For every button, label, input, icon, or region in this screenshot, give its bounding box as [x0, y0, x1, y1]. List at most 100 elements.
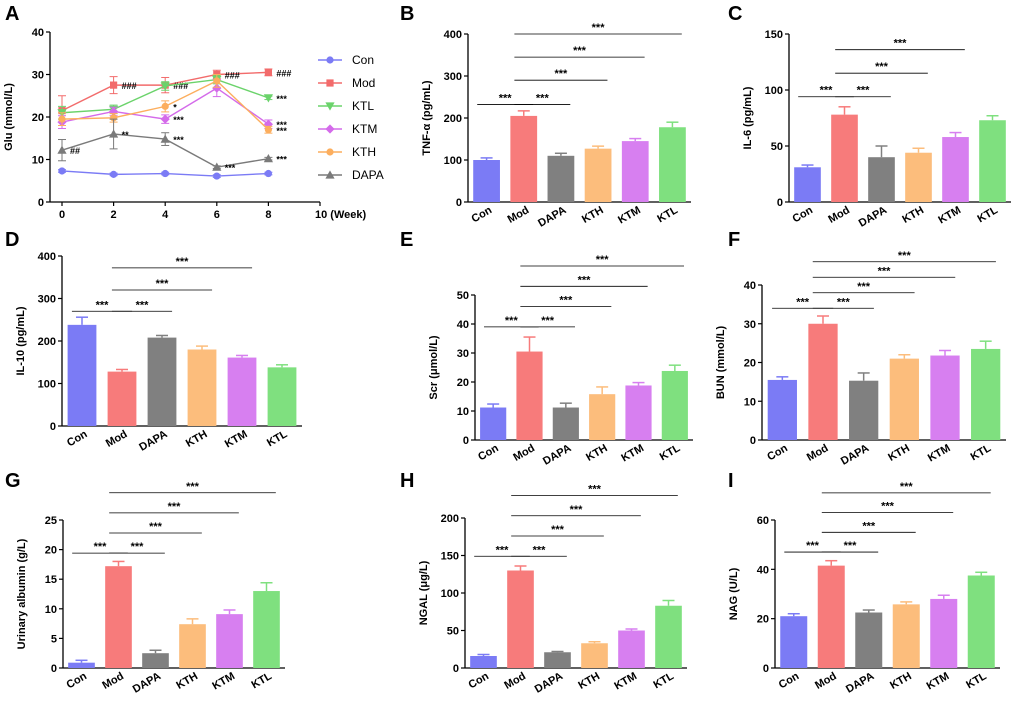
bar-dapa: [855, 612, 883, 668]
point-con: [58, 167, 66, 175]
y-tick-label: 30: [744, 319, 756, 331]
significance-label: ***: [820, 85, 834, 97]
category-label: KTM: [612, 670, 639, 692]
panel-c: C 0 50 100 150 IL-6 (pg/mL) Con Mod DAPA KTH KTM KT…: [728, 3, 1011, 230]
bar-con: [67, 324, 97, 426]
bar-kth: [187, 349, 217, 426]
category-label: KTL: [249, 670, 274, 691]
significance-label: ***: [862, 520, 876, 532]
bar-con: [68, 662, 95, 668]
bar-ktl: [267, 367, 297, 426]
category-label: KTH: [184, 428, 210, 450]
significance-label: ***: [536, 93, 550, 105]
panel-i: I 0 20 40 60 NAG (U/L) Con Mod DAPA KTH KTM KTL *** *…: [728, 470, 1000, 696]
y-tick-label: 400: [38, 251, 56, 263]
significance-label: ***: [276, 120, 287, 130]
y-tick-label: 0: [763, 663, 769, 675]
y-tick-label: 0: [50, 421, 56, 433]
significance-label: ***: [276, 126, 287, 136]
significance-label: ***: [499, 93, 513, 105]
y-tick-label: 40: [457, 319, 469, 331]
y-axis-label: Scr (μmol/L): [428, 335, 440, 400]
bar-kth: [905, 152, 932, 202]
category-label: KTL: [658, 442, 683, 463]
y-tick-label: 50: [457, 290, 469, 302]
y-tick-label: 150: [765, 29, 783, 41]
panel-label: F: [728, 229, 740, 251]
y-tick-label: 30: [457, 348, 469, 360]
y-axis-label: IL-10 (pg/mL): [15, 306, 27, 375]
category-label: DAPA: [131, 670, 163, 696]
category-label: Mod: [506, 204, 532, 226]
significance-label: ***: [844, 540, 858, 552]
significance-label: ***: [276, 94, 287, 104]
category-label: KTL: [651, 670, 676, 691]
significance-label: ***: [173, 115, 184, 125]
y-axis-label: Glu (mmol/L): [3, 83, 15, 151]
category-label: DAPA: [844, 670, 876, 696]
bar-mod: [510, 115, 538, 202]
legend-marker-dapa: [325, 170, 335, 179]
y-axis-label: TNF-α (pg/mL): [421, 80, 433, 156]
category-label: Mod: [511, 442, 537, 464]
y-axis-label: BUN (mmol/L): [715, 326, 727, 400]
bar-ktl: [253, 591, 280, 668]
point-con: [110, 170, 118, 178]
panel-label: H: [400, 470, 414, 492]
bar-kth: [589, 394, 616, 440]
bar-ktm: [942, 137, 969, 202]
bar-con: [480, 407, 507, 440]
panel-f: F 0 10 20 30 40 BUN (mmol/L) Con Mod DAPA KTH KTM KT…: [715, 229, 1006, 468]
y-tick-label: 40: [757, 564, 769, 576]
bar-ktl: [967, 575, 995, 668]
significance-label: ***: [588, 484, 602, 496]
bar-dapa: [547, 155, 575, 202]
bar-ktl: [979, 120, 1006, 202]
bar-ktl: [659, 127, 686, 202]
category-label: Mod: [502, 670, 528, 692]
bar-ktm: [618, 630, 645, 668]
panel-g: G 0 5 10 15 20 25 Urinary albumin (g/L) Con Mod DA…: [5, 470, 285, 696]
point-kth: [213, 77, 221, 85]
bar-mod: [507, 570, 534, 668]
category-label: KTH: [580, 204, 606, 226]
point-dapa: [109, 129, 119, 138]
significance-label: ***: [173, 135, 184, 145]
y-tick-label: 200: [444, 113, 462, 125]
significance-label: ***: [881, 501, 895, 513]
bar-dapa: [552, 407, 579, 440]
legend-marker-mod: [326, 79, 334, 87]
bar-con: [780, 616, 808, 668]
point-dapa: [160, 134, 170, 143]
significance-label: ***: [806, 540, 820, 552]
point-con: [213, 172, 221, 180]
significance-label: ***: [578, 274, 592, 286]
y-tick-label: 20: [45, 545, 57, 557]
category-label: Mod: [100, 670, 126, 692]
legend-marker-ktm: [325, 124, 335, 134]
bar-ktm: [930, 355, 960, 440]
panel-b: B 0 100 200 300 400 TNF-α (pg/mL) Con Mod DAPA KTH…: [400, 3, 691, 230]
significance-label: ***: [149, 521, 163, 533]
y-tick-label: 0: [463, 435, 469, 447]
bar-con: [794, 167, 821, 202]
bar-mod: [107, 371, 137, 426]
legend-label: Con: [352, 53, 374, 67]
category-label: DAPA: [533, 670, 565, 696]
panel-label: A: [5, 3, 19, 25]
category-label: Con: [466, 670, 491, 691]
point-kth: [110, 114, 118, 122]
x-tick-label: 2: [111, 209, 117, 221]
category-label: Con: [470, 204, 495, 225]
category-label: KTL: [265, 428, 290, 449]
category-label: KTM: [619, 442, 646, 464]
significance-label: **: [122, 130, 130, 140]
category-label: DAPA: [541, 442, 573, 468]
bar-con: [473, 160, 500, 202]
legend-label: KTM: [352, 122, 377, 136]
legend-label: KTH: [352, 145, 376, 159]
significance-label: ***: [554, 68, 568, 80]
bar-kth: [581, 643, 608, 668]
significance-label: ##: [70, 146, 80, 156]
